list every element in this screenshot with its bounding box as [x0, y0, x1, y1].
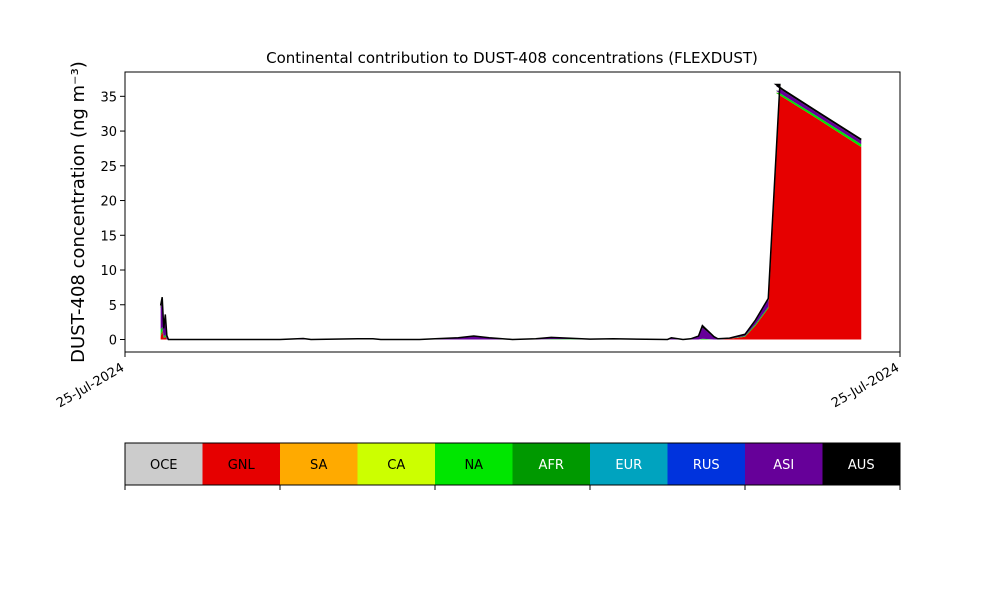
total-line — [159, 83, 862, 341]
legend-swatch-gnl — [202, 443, 281, 485]
legend-label-asi: ASI — [773, 458, 794, 473]
x-axis: 25-Jul-2024 25-Jul-2024 — [54, 352, 902, 411]
legend-label-sa: SA — [310, 458, 327, 473]
y-tick-label: 25 — [100, 160, 117, 175]
legend-swatch-eur — [590, 443, 668, 485]
y-tick-label: 35 — [100, 90, 117, 105]
legend-label-ca: CA — [387, 458, 405, 473]
legend-label-eur: EUR — [615, 458, 642, 473]
y-tick-label: 30 — [100, 125, 117, 140]
plot-frame — [124, 71, 901, 353]
area-series-aus — [160, 84, 862, 340]
legend-label-rus: RUS — [693, 458, 720, 473]
legend-swatch-rus — [667, 443, 746, 485]
legend: OCE GNL SA CA NA AFR EUR RUS ASI AUS — [124, 442, 901, 490]
area-series-na — [160, 90, 862, 340]
y-tick-label: 15 — [100, 229, 117, 244]
area-series-asi — [160, 85, 862, 340]
x-tick-label: 25-Jul-2024 — [54, 360, 127, 411]
y-tick-label: 20 — [100, 195, 117, 210]
x-tick-label: 25-Jul-2024 — [829, 360, 902, 411]
area-series-gnl — [160, 92, 862, 340]
legend-swatch-aus — [822, 443, 901, 485]
legend-swatch-afr — [512, 443, 591, 485]
legend-swatch-asi — [745, 443, 823, 485]
plot-area — [159, 83, 862, 341]
legend-swatch-sa — [280, 443, 358, 485]
y-tick-label: 0 — [109, 333, 117, 348]
y-tick-label: 5 — [109, 299, 117, 314]
legend-label-afr: AFR — [539, 458, 564, 473]
legend-label-aus: AUS — [848, 458, 875, 473]
legend-swatch-ca — [357, 443, 436, 485]
y-axis: 0 5 10 15 20 25 30 35 — [100, 90, 125, 348]
legend-label-oce: OCE — [150, 458, 178, 473]
legend-label-gnl: GNL — [228, 458, 256, 473]
legend-swatch-na — [435, 443, 513, 485]
legend-label-na: NA — [464, 458, 483, 473]
chart-title: Continental contribution to DUST-408 con… — [266, 49, 758, 67]
legend-frame — [124, 442, 901, 486]
y-tick-label: 10 — [100, 264, 117, 279]
y-axis-label: DUST-408 concentration (ng m⁻³) — [68, 61, 89, 363]
legend-swatch-oce — [125, 443, 203, 485]
